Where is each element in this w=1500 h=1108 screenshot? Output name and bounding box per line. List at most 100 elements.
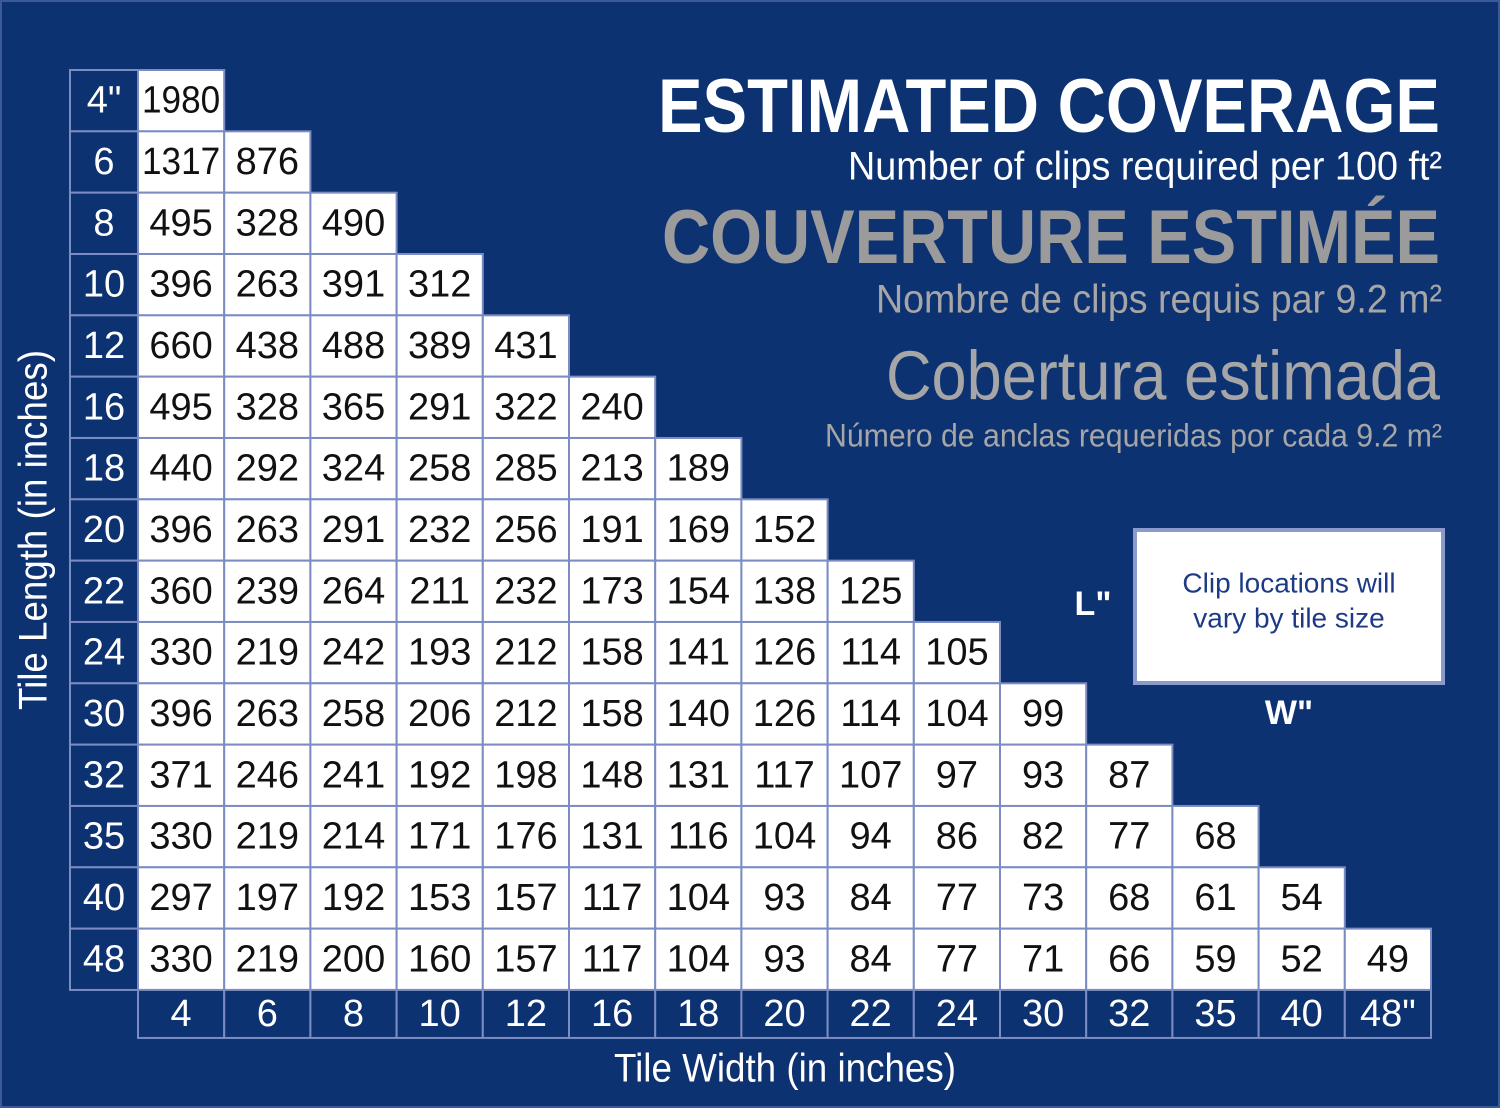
- cell-value: 391: [322, 264, 385, 306]
- cell-value: 54: [1281, 877, 1323, 919]
- cell: [568, 375, 657, 439]
- cell: [395, 559, 484, 623]
- cell-value: 141: [667, 632, 730, 674]
- column-label: 22: [850, 993, 892, 1035]
- cell-value: 495: [149, 202, 212, 244]
- cell: [137, 743, 226, 807]
- subtitle-fr: Nombre de clips requis par 9.2 m²: [876, 278, 1442, 322]
- cell-value: 876: [236, 141, 299, 183]
- cell-value: 176: [494, 816, 557, 858]
- cell-value: 206: [408, 693, 471, 735]
- cell-value: 104: [753, 816, 816, 858]
- cell: [654, 866, 743, 930]
- cell-value: 258: [322, 693, 385, 735]
- cell-value: 219: [236, 632, 299, 674]
- cell-value: 297: [149, 877, 212, 919]
- cell-value: 157: [494, 877, 557, 919]
- column-axis-label: Tile Width (in inches): [614, 1047, 956, 1091]
- cell-value: 490: [322, 202, 385, 244]
- cell-value: 77: [1108, 816, 1150, 858]
- cell-value: 1317: [142, 141, 220, 183]
- cell: [568, 498, 657, 562]
- cell: [568, 559, 657, 623]
- row-label-cell: [69, 620, 139, 685]
- cell-value: 322: [494, 386, 557, 428]
- cell: [223, 559, 312, 623]
- cell-value: 99: [1022, 693, 1064, 735]
- cell: [1171, 927, 1260, 991]
- cell: [1343, 927, 1433, 991]
- cell: [654, 682, 743, 746]
- column-label-cell: [1171, 988, 1260, 1039]
- cell-value: 68: [1108, 877, 1150, 919]
- column-label: 8: [343, 993, 364, 1035]
- cell: [395, 252, 484, 317]
- cell-value: 256: [494, 509, 557, 551]
- cell-value: 242: [322, 632, 385, 674]
- row-label: 35: [83, 816, 125, 858]
- cell: [826, 743, 915, 807]
- cell-value: 140: [667, 693, 730, 735]
- cell-value: 285: [494, 448, 557, 490]
- cell: [999, 804, 1088, 869]
- cell-value: 241: [322, 754, 385, 796]
- cell: [568, 682, 657, 746]
- cell-value: 97: [936, 754, 978, 796]
- cell: [999, 682, 1088, 746]
- cell: [223, 252, 312, 317]
- cell-value: 105: [925, 632, 988, 674]
- column-label-cell: [1085, 988, 1174, 1039]
- cell-value: 219: [236, 938, 299, 980]
- cell-value: 263: [236, 509, 299, 551]
- cell-value: 192: [322, 877, 385, 919]
- cell: [223, 191, 312, 255]
- cell-value: 330: [149, 816, 212, 858]
- cell: [826, 682, 915, 746]
- cell: [395, 682, 484, 746]
- cell-value: 73: [1022, 877, 1064, 919]
- cell-value: 328: [236, 386, 299, 428]
- column-label: 48": [1360, 993, 1416, 1035]
- cell-value: 160: [408, 938, 471, 980]
- cell-value: 189: [667, 448, 730, 490]
- cell: [309, 682, 398, 746]
- cell-value: 169: [667, 509, 730, 551]
- column-label: 12: [505, 993, 547, 1035]
- cell: [223, 682, 312, 746]
- column-label: 32: [1108, 993, 1150, 1035]
- cell-value: 66: [1108, 938, 1150, 980]
- column-label-cell: [568, 988, 657, 1039]
- cell-value: 138: [753, 570, 816, 612]
- cell-value: 240: [580, 386, 643, 428]
- cell: [309, 314, 398, 378]
- clip-box: [1133, 528, 1445, 685]
- cell: [481, 927, 570, 991]
- cell-value: 192: [408, 754, 471, 796]
- row-label-cell: [69, 559, 139, 623]
- subtitle-es: Número de anclas requeridas por cada 9.2…: [825, 417, 1442, 453]
- row-label-cell: [69, 498, 139, 562]
- cell: [137, 682, 226, 746]
- row-label-cell: [69, 866, 139, 930]
- column-label: 40: [1281, 993, 1323, 1035]
- subtitle-en: Number of clips required per 100 ft²: [848, 145, 1442, 189]
- cell-value: 389: [408, 325, 471, 367]
- cell-value: 148: [580, 754, 643, 796]
- cell: [309, 375, 398, 439]
- cell-value: 200: [322, 938, 385, 980]
- cell-value: 173: [580, 570, 643, 612]
- column-label: 20: [763, 993, 805, 1035]
- cell-value: 77: [936, 938, 978, 980]
- column-label-cell: [1343, 988, 1433, 1039]
- title-en: ESTIMATED COVERAGE: [658, 64, 1440, 149]
- cell: [568, 620, 657, 685]
- cell-value: 328: [236, 202, 299, 244]
- row-label-cell: [69, 436, 139, 501]
- cell-value: 131: [667, 754, 730, 796]
- cell-value: 219: [236, 816, 299, 858]
- row-label: 16: [83, 386, 125, 428]
- column-label-cell: [309, 988, 398, 1039]
- cell-value: 86: [936, 816, 978, 858]
